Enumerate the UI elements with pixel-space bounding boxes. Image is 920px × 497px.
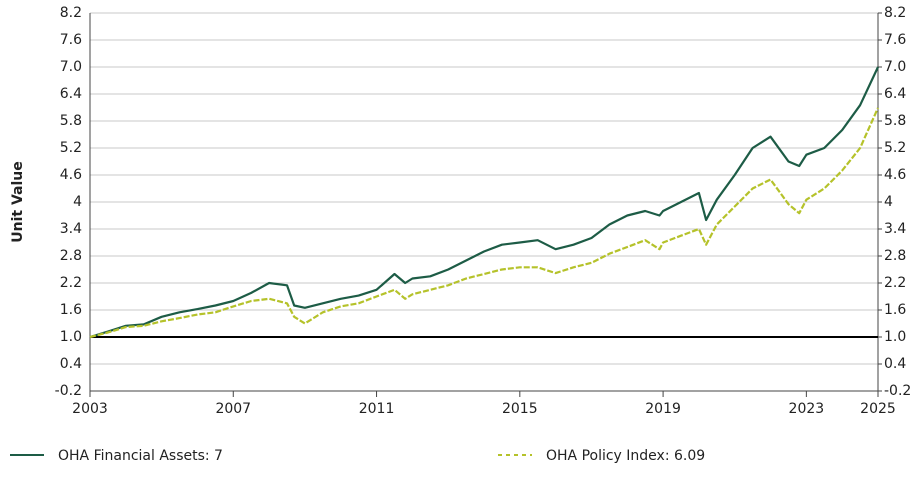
- y-tick-label: 0.4: [60, 356, 82, 372]
- y2-tick-label: 8.2: [884, 5, 906, 21]
- y-tick-label: 1.0: [60, 329, 82, 345]
- y-tick-label: 2.2: [60, 275, 82, 291]
- legend-label: OHA Policy Index: 6.09: [546, 448, 705, 464]
- y2-tick-label: 7.0: [884, 59, 906, 75]
- x-tick-label: 2007: [215, 401, 251, 417]
- y2-tick-label: 1.6: [884, 302, 906, 318]
- y-tick-label: 2.8: [60, 248, 82, 264]
- y2-tick-label: 4.6: [884, 167, 906, 183]
- y-tick-label: -0.2: [55, 383, 82, 399]
- y-tick-label: 3.4: [60, 221, 82, 237]
- y-tick-label: 8.2: [60, 5, 82, 21]
- line-series: [89, 66, 879, 339]
- y2-tick-label: 7.6: [884, 32, 906, 48]
- x-tick-label: 2019: [645, 401, 681, 417]
- y2-tick-label: 4: [884, 194, 893, 210]
- x-tick-label: 2023: [789, 401, 825, 417]
- y-tick-label: 5.8: [60, 113, 82, 129]
- y-tick-label: 1.6: [60, 302, 82, 318]
- legend-label: OHA Financial Assets: 7: [58, 448, 223, 464]
- y-axis-label: Unit Value: [10, 161, 26, 242]
- y2-tick-label: 5.8: [884, 113, 906, 129]
- y-tick-label: 7.6: [60, 32, 82, 48]
- y2-tick-label: 6.4: [884, 86, 906, 102]
- y-tick-label: 4: [73, 194, 82, 210]
- y2-tick-label: -0.2: [884, 383, 911, 399]
- y2-tick-label: 3.4: [884, 221, 906, 237]
- y2-tick-label: 2.2: [884, 275, 906, 291]
- x-tick-label: 2003: [72, 401, 108, 417]
- y-tick-label: 4.6: [60, 167, 82, 183]
- y2-tick-label: 2.8: [884, 248, 906, 264]
- y2-tick-label: 1.0: [884, 329, 906, 345]
- y-tick-label: 7.0: [60, 59, 82, 75]
- x-tick-label: 2011: [359, 401, 395, 417]
- line-series: [89, 107, 880, 339]
- y-tick-label: 5.2: [60, 140, 82, 156]
- x-tick-label: 2015: [502, 401, 538, 417]
- x-tick-label: 2025: [860, 401, 896, 417]
- y2-tick-label: 5.2: [884, 140, 906, 156]
- y-tick-label: 6.4: [60, 86, 82, 102]
- y2-tick-label: 0.4: [884, 356, 906, 372]
